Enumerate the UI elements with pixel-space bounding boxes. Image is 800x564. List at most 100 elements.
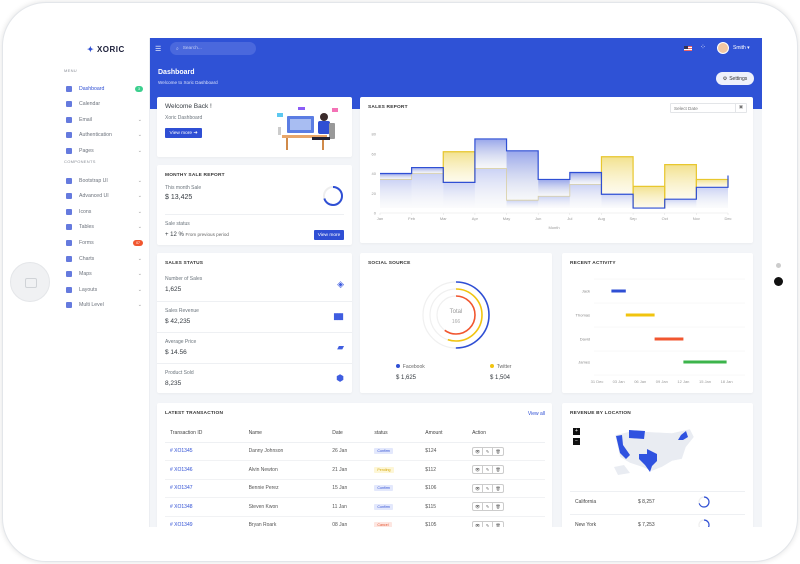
state-california[interactable]: [616, 435, 630, 459]
chevron-down-icon: ⌄: [137, 224, 142, 230]
home-button[interactable]: [10, 262, 50, 302]
this-month-label: This month Sale: [165, 185, 202, 191]
sidebar-item-forms[interactable]: Forms 07: [66, 237, 144, 249]
column-header[interactable]: Action: [467, 425, 545, 443]
sidebar-item-label: Maps: [79, 271, 92, 277]
transaction-date: 15 Jan: [327, 479, 370, 498]
chevron-down-icon: ⌄: [137, 132, 142, 138]
components-section-label: COMPONENTS: [64, 159, 96, 164]
column-header[interactable]: status: [369, 425, 421, 443]
column-header[interactable]: Date: [327, 425, 370, 443]
sidebar-item-calendar[interactable]: Calendar: [66, 98, 144, 110]
menu-toggle-icon[interactable]: ☰: [155, 46, 162, 53]
sidebar-item-pages[interactable]: Pages ⌄: [66, 145, 144, 157]
table-icon: [66, 224, 72, 230]
transaction-date: 08 Jan: [327, 516, 370, 527]
view-all-link[interactable]: View all: [527, 411, 545, 417]
apps-grid-icon[interactable]: ⁘: [700, 44, 706, 51]
sidebar-item-layouts[interactable]: Layouts ⌄: [66, 284, 144, 296]
transaction-id-link[interactable]: # XO1346: [165, 460, 244, 480]
column-header[interactable]: Amount: [420, 425, 468, 443]
Facebook-arc: [422, 281, 490, 349]
sidebar-item-dashboard[interactable]: Dashboard 3: [66, 83, 144, 95]
action-buttons: 👁 ✎ 🗑: [472, 465, 505, 475]
delete-icon[interactable]: 🗑: [495, 504, 501, 510]
search-input[interactable]: ⌕ Search...: [170, 42, 256, 55]
view-icon[interactable]: 👁: [473, 521, 484, 527]
customer-name: Alvin Newton: [243, 460, 328, 480]
monthly-sale-card: MONTHY SALE REPORT This month Sale $ 13,…: [157, 165, 352, 245]
edit-icon[interactable]: ✎: [483, 484, 494, 492]
ring-fill: [698, 519, 710, 527]
edit-icon[interactable]: ✎: [483, 447, 494, 455]
user-menu[interactable]: Smith ▾: [733, 45, 750, 51]
action-cell: 👁 ✎ 🗑: [467, 442, 545, 461]
x-tick-label: Sep: [630, 216, 638, 221]
layers-icon: ◈: [337, 279, 344, 289]
x-tick-label: Jul: [567, 216, 572, 221]
transaction-date: 11 Jan: [327, 497, 370, 517]
map-zoom-out-button[interactable]: −: [573, 438, 580, 445]
calendar-icon[interactable]: ▣: [735, 104, 746, 112]
sidebar-item-charts[interactable]: Charts ⌄: [66, 253, 144, 265]
view-icon[interactable]: 👁: [473, 447, 484, 455]
sidebar-item-advanced-ui[interactable]: Advanced UI ⌄: [66, 190, 144, 202]
delete-icon[interactable]: 🗑: [495, 467, 501, 473]
settings-button[interactable]: ⚙ Settings: [716, 72, 754, 85]
legend-dot-icon: [396, 364, 400, 368]
view-icon[interactable]: 👁: [473, 503, 484, 511]
sidebar-item-tables[interactable]: Tables ⌄: [66, 221, 144, 233]
box-icon: [66, 193, 72, 199]
transaction-id-link[interactable]: # XO1348: [165, 497, 244, 517]
delete-icon[interactable]: 🗑: [495, 485, 501, 491]
delete-icon[interactable]: 🗑: [495, 522, 501, 527]
area-base: [601, 194, 634, 208]
state-new-york[interactable]: [678, 431, 688, 440]
edit-icon[interactable]: ✎: [483, 466, 494, 474]
amount: $105: [420, 516, 468, 527]
view-icon[interactable]: 👁: [473, 484, 484, 492]
select-date-input[interactable]: Select Date ▣: [670, 103, 747, 113]
sidebar-item-bootstrap-ui[interactable]: Bootstrap UI ⌄: [66, 175, 144, 187]
transaction-id-link[interactable]: # XO1345: [165, 442, 244, 461]
welcome-view-more-button[interactable]: View more ➔: [165, 128, 202, 138]
sidebar-item-maps[interactable]: Maps ⌄: [66, 268, 144, 280]
mail-icon: [66, 117, 72, 123]
stat-label: Sales Revenue: [165, 308, 199, 314]
action-buttons: 👁 ✎ 🗑: [472, 483, 505, 493]
state-alaska[interactable]: [614, 465, 630, 475]
divider: [165, 214, 344, 215]
sidebar-item-authentication[interactable]: Authentication ⌄: [66, 129, 144, 141]
transaction-id-link[interactable]: # XO1347: [165, 479, 244, 498]
chevron-down-icon: ⌄: [137, 256, 142, 262]
us-flag-icon[interactable]: [684, 46, 692, 51]
us-map[interactable]: [612, 423, 697, 478]
state-texas[interactable]: [639, 449, 657, 472]
edit-icon[interactable]: ✎: [483, 503, 494, 511]
edit-icon[interactable]: ✎: [483, 521, 494, 527]
x-tick-label: Dec: [724, 216, 731, 221]
location-name: California: [575, 499, 597, 505]
status-badge: Confirm: [374, 448, 393, 455]
sales-status-item: Sales Revenue $ 42,235 ▮▮▮: [157, 301, 352, 332]
stat-value: 1,625: [165, 286, 182, 293]
sidebar-item-multi-level[interactable]: Multi Level ⌄: [66, 299, 144, 311]
sidebar-item-email[interactable]: Email ⌄: [66, 114, 144, 126]
state-montana[interactable]: [629, 430, 645, 439]
sidebar-item-icons[interactable]: Icons ⌄: [66, 206, 144, 218]
x-tick-label: 09 Jan: [656, 379, 668, 384]
transaction-id-link[interactable]: # XO1349: [165, 516, 244, 527]
view-icon[interactable]: 👁: [473, 466, 484, 474]
logo[interactable]: ✦ XORIC: [87, 45, 125, 54]
monthly-view-more-button[interactable]: View more: [314, 230, 344, 240]
avatar[interactable]: [717, 42, 729, 54]
column-header[interactable]: Name: [243, 425, 328, 443]
location-progress-ring: [698, 519, 710, 527]
search-icon: ⌕: [176, 46, 179, 52]
map-zoom-in-button[interactable]: +: [573, 428, 580, 435]
area-base: [664, 199, 697, 208]
column-header[interactable]: Transaction ID: [165, 425, 244, 443]
task-label: David: [580, 337, 590, 342]
ring-fill: [698, 496, 710, 508]
delete-icon[interactable]: 🗑: [495, 448, 501, 454]
